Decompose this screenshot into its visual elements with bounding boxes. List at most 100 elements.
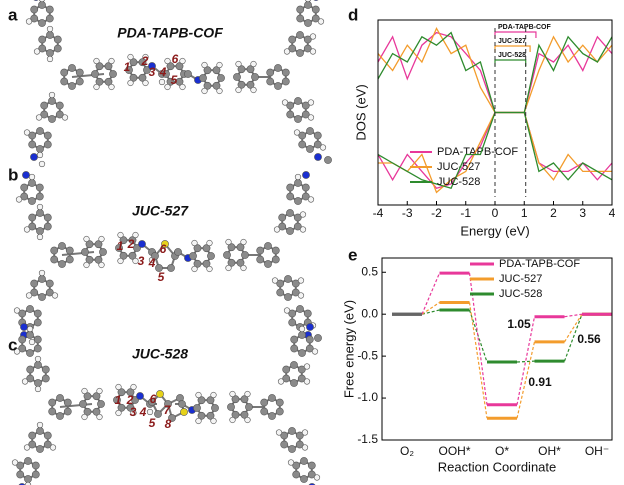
atom	[260, 407, 269, 416]
atom	[130, 383, 137, 391]
atom	[291, 279, 300, 288]
atom	[301, 110, 310, 119]
atom	[55, 110, 64, 119]
atom	[40, 110, 49, 119]
atom	[276, 279, 285, 288]
atom-number: 6	[160, 242, 167, 256]
atom	[91, 70, 99, 78]
atom	[45, 14, 54, 23]
atom	[197, 411, 206, 420]
atom	[38, 44, 47, 53]
atom	[96, 413, 103, 421]
atom	[126, 403, 135, 412]
atom-number: 1	[117, 239, 124, 253]
atom	[307, 196, 315, 203]
atom	[46, 25, 54, 33]
atom	[296, 31, 304, 39]
x-tick-label: -1	[460, 206, 471, 220]
atom	[301, 429, 309, 436]
atom	[305, 0, 311, 3]
atom	[179, 83, 186, 91]
atom	[301, 192, 310, 201]
y-axis-label: Free energy (eV)	[341, 300, 356, 398]
atom	[26, 349, 34, 357]
atom	[151, 252, 159, 260]
atom	[166, 77, 175, 86]
atom	[26, 365, 35, 374]
atom	[36, 421, 44, 429]
atom	[94, 255, 103, 264]
atom	[217, 74, 225, 82]
atom	[288, 445, 296, 453]
atom	[244, 390, 251, 398]
atom	[24, 481, 32, 485]
atom	[324, 156, 332, 164]
atom	[268, 412, 276, 420]
atom	[41, 374, 50, 383]
atom	[303, 363, 311, 370]
atom	[26, 331, 34, 339]
atom	[294, 179, 302, 187]
atom	[11, 459, 19, 466]
atom	[193, 404, 201, 412]
x-tick-label: 0	[492, 206, 499, 220]
atom	[46, 55, 54, 63]
atom	[58, 260, 66, 268]
y-axis-label: DOS (eV)	[353, 84, 368, 140]
atom	[21, 378, 29, 385]
atom	[199, 74, 207, 82]
atom	[26, 305, 34, 313]
atom	[48, 91, 56, 99]
atom	[206, 265, 213, 273]
atom	[23, 129, 31, 136]
step-annotation: 0.91	[528, 375, 552, 389]
atom	[28, 338, 36, 346]
legend-label: JUC-528	[437, 176, 480, 188]
atom	[286, 192, 295, 201]
atom	[92, 407, 101, 416]
x-tick-label: O₂	[400, 444, 414, 458]
atom	[18, 344, 27, 353]
atom	[65, 246, 74, 255]
atom	[99, 248, 107, 256]
x-tick-label: OH⁻	[585, 444, 609, 458]
atom	[63, 407, 72, 416]
atom	[68, 82, 76, 90]
atom	[240, 238, 247, 246]
legend-label: PDA-TAPB-COF	[437, 146, 518, 158]
atom	[212, 81, 221, 90]
atom-number: 4	[148, 256, 156, 270]
atom	[300, 457, 308, 465]
atom	[251, 73, 259, 81]
atom	[295, 440, 304, 449]
atom	[293, 129, 301, 136]
atom	[191, 265, 198, 273]
atom	[36, 445, 44, 453]
atom	[250, 86, 257, 94]
atom	[290, 344, 299, 353]
atom	[306, 127, 314, 135]
atom-number: 5	[158, 270, 165, 284]
atom	[30, 5, 39, 14]
atom-number: 5	[149, 416, 156, 430]
atom	[158, 78, 166, 86]
atom	[286, 101, 295, 110]
atom-number: 2	[141, 54, 149, 68]
atom	[304, 19, 312, 27]
atom	[201, 61, 208, 69]
atom-number: 3	[130, 405, 137, 419]
atom-number: 4	[139, 405, 147, 419]
atom	[38, 269, 46, 277]
connector	[563, 313, 583, 343]
atom	[104, 62, 113, 71]
atom	[313, 131, 322, 140]
atom	[113, 396, 121, 404]
atom	[300, 475, 308, 483]
atom	[286, 227, 294, 235]
atom	[294, 173, 302, 181]
atom	[28, 431, 37, 440]
atom	[288, 35, 297, 44]
atom	[319, 144, 327, 151]
atom	[299, 211, 307, 218]
connector	[421, 301, 440, 315]
